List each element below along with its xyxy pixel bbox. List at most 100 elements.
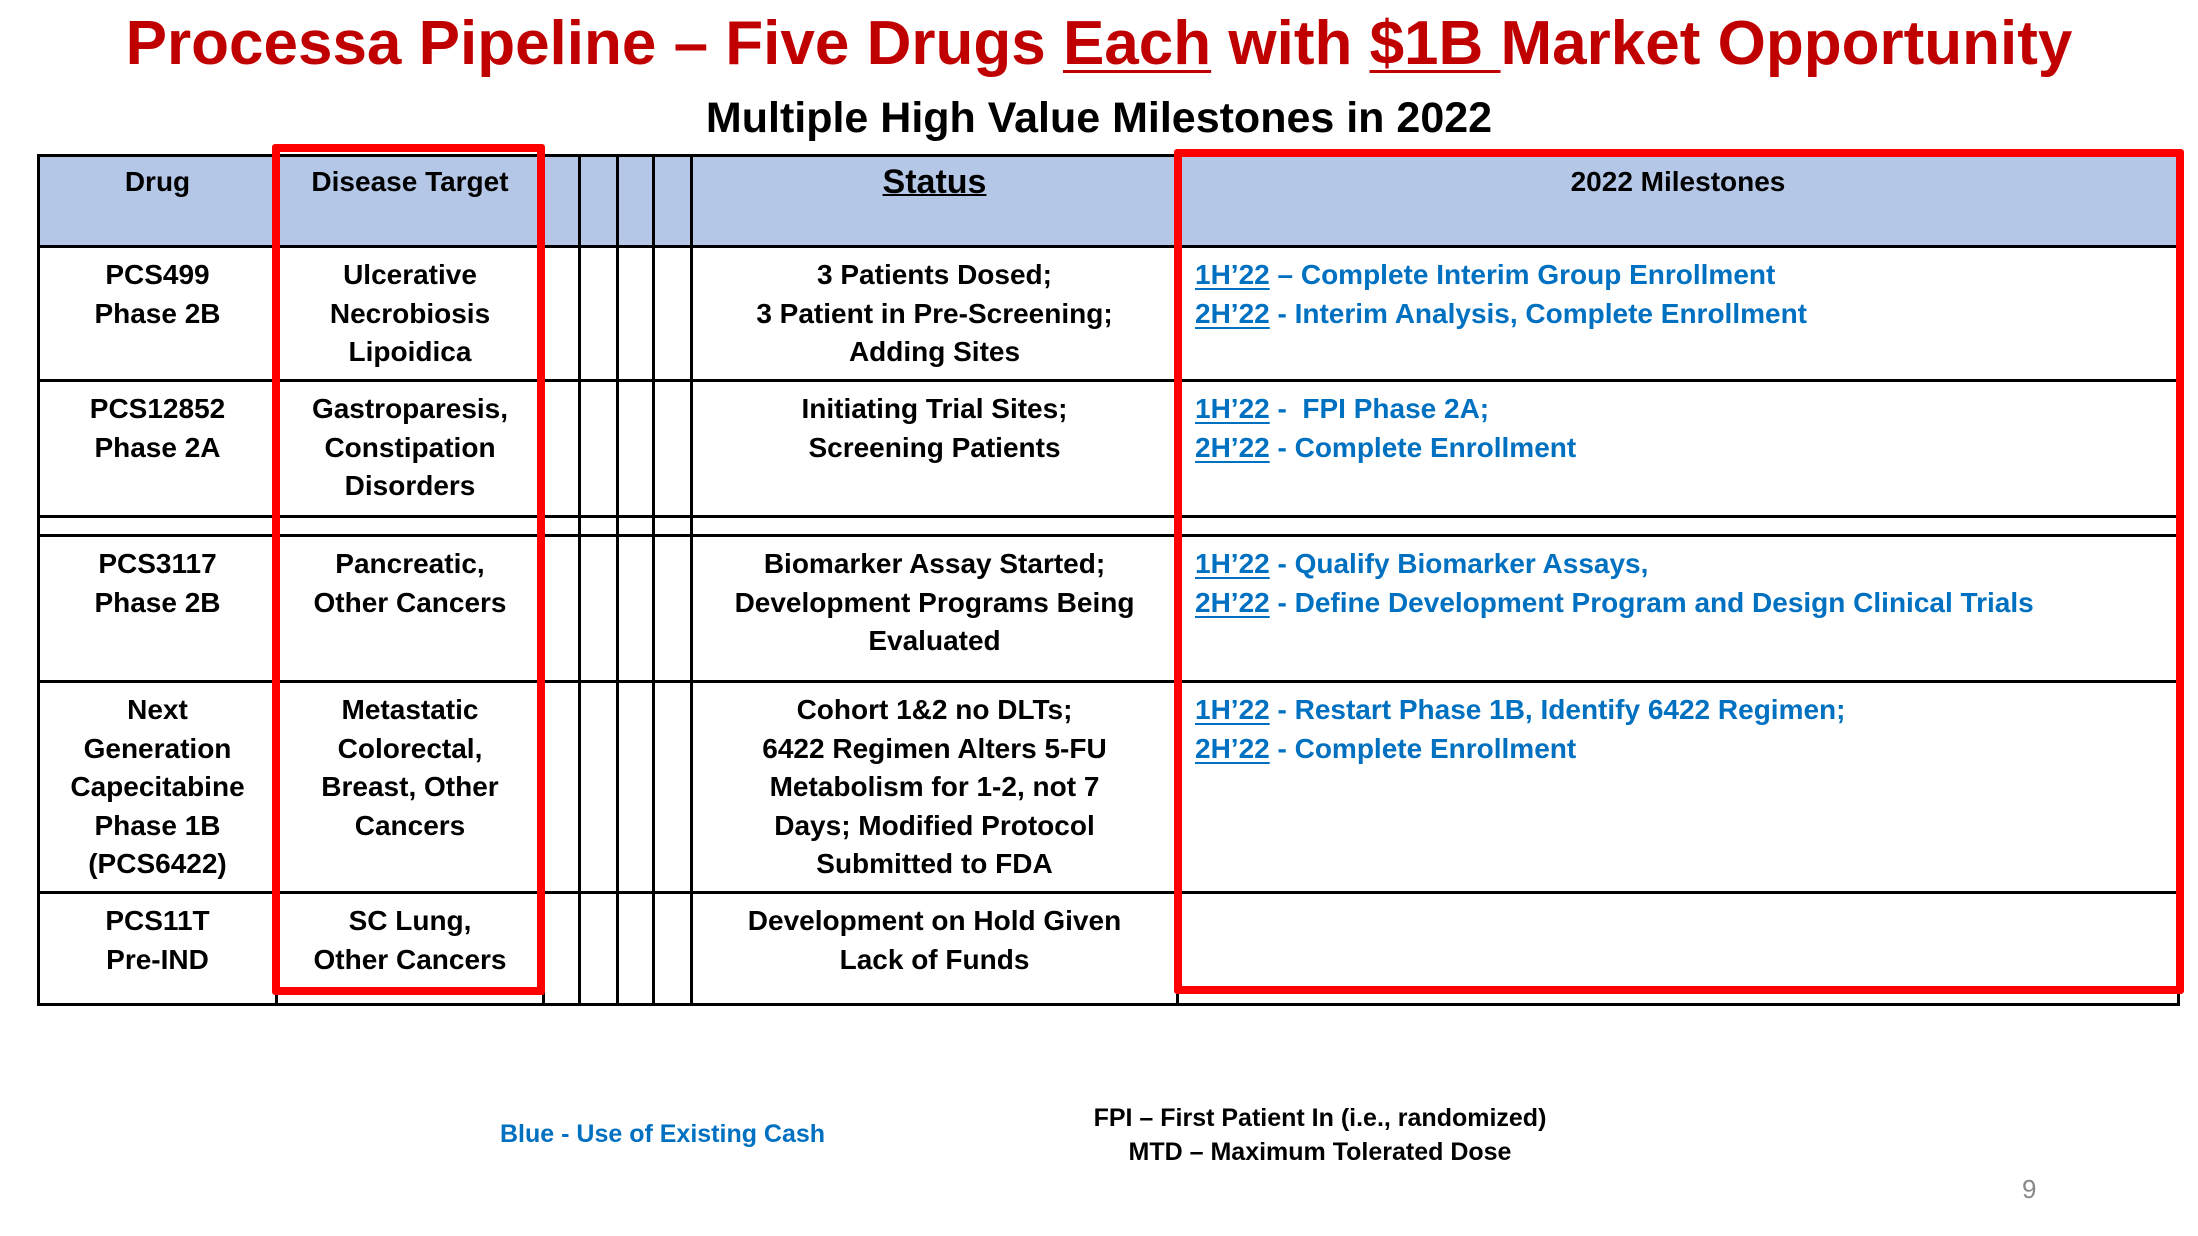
milestones-cell: 1H’22 – Complete Interim Group Enrollmen… (1176, 245, 2180, 382)
cell-line: Phase 2A (94, 431, 221, 463)
milestone-item: 1H’22 – Complete Interim Group Enrollmen… (1195, 256, 2173, 295)
cell-line: PCS3117 (98, 548, 217, 579)
empty-cell (652, 891, 693, 1006)
milestone-period: 2H’22 (1195, 586, 1270, 618)
drug-cell: PCS12852 Phase 2A (37, 379, 278, 518)
cell-line: Gastroparesis, (311, 393, 509, 424)
cell-line: PCS12852 (89, 393, 226, 424)
cell-line: Lipoidica (348, 336, 472, 367)
cell-line: Cancers (354, 809, 466, 841)
milestones-cell: 1H’22 - Restart Phase 1B, Identify 6422 … (1176, 680, 2180, 894)
disease-cell: Metastatic Colorectal, Breast, Other Cancer… (275, 680, 545, 894)
milestone-period: 2H’22 (1195, 732, 1270, 764)
empty-cell (616, 534, 655, 683)
cell-line: Development on Hold Given (747, 905, 1122, 936)
milestone-text: - Qualify Biomarker Assays, (1269, 548, 1649, 579)
footnote-fpi: FPI – First Patient In (i.e., randomized… (1093, 1104, 1547, 1132)
empty-cell (578, 245, 619, 382)
cell-line: Phase 2B (94, 297, 221, 329)
empty-cell (652, 680, 693, 894)
milestone-text: - Complete Enrollment (1269, 431, 1577, 463)
cell-line: Phase 2B (94, 586, 221, 618)
header-status: Status (690, 154, 1179, 248)
legend-blue: Blue - Use of Existing Cash (500, 1120, 826, 1148)
status-cell: Cohort 1&2 no DLTs; 6422 Regimen Alters 5… (690, 680, 1179, 894)
empty-cell (652, 245, 693, 382)
spacer-cell (37, 515, 278, 537)
disease-cell: Gastroparesis, Constipation Disorders (275, 379, 545, 518)
spacer-cell (616, 515, 655, 537)
cell-line: Evaluated (868, 625, 1001, 656)
header-status-text: Status (882, 163, 987, 201)
cell-line: PCS11T (105, 905, 210, 936)
footnote-mtd: MTD – Maximum Tolerated Dose (1128, 1138, 1512, 1166)
drug-cell: PCS3117 Phase 2B (37, 534, 278, 683)
empty-cell (578, 534, 619, 683)
spacer-cell (275, 515, 545, 537)
empty-cell (616, 680, 655, 894)
cell-line: Constipation (324, 431, 496, 463)
milestone-item: 2H’22 - Complete Enrollment (1195, 429, 2173, 468)
empty-cell (542, 534, 581, 683)
empty-cell (652, 534, 693, 683)
cell-line: SC Lung, (348, 905, 472, 936)
milestones-cell (1176, 891, 2180, 1006)
cell-line: 3 Patient in Pre-Screening; (756, 297, 1113, 329)
empty-cell (652, 379, 693, 518)
empty-cell (578, 680, 619, 894)
cell-line: Initiating Trial Sites; (801, 393, 1068, 424)
empty-cell (616, 245, 655, 382)
cell-line: Next (127, 694, 188, 725)
cell-line: Capecitabine (70, 771, 245, 802)
spacer-cell (542, 515, 581, 537)
cell-line: Colorectal, (337, 732, 483, 764)
spacer-cell (1176, 515, 2180, 537)
cell-line: Breast, Other (321, 771, 499, 802)
disease-cell: Pancreatic, Other Cancers (275, 534, 545, 683)
milestone-item: 2H’22 - Interim Analysis, Complete Enrol… (1195, 295, 2173, 334)
empty-cell (578, 891, 619, 1006)
header-drug: Drug (37, 154, 278, 248)
empty-cell (542, 891, 581, 1006)
cell-line: Cohort 1&2 no DLTs; (796, 694, 1073, 725)
status-cell: Development on Hold Given Lack of Funds (690, 891, 1179, 1006)
milestone-period: 2H’22 (1195, 431, 1270, 463)
table-row: PCS11T Pre-IND SC Lung, Other Cancers Develo… (37, 891, 2180, 1006)
empty-cell (542, 680, 581, 894)
drug-cell: PCS499 Phase 2B (37, 245, 278, 382)
title-emphasis-amount: $1B (1369, 9, 1501, 78)
cell-line: Development Programs Being (734, 586, 1135, 618)
milestone-period: 1H’22 (1195, 694, 1270, 725)
cell-line: Days; Modified Protocol (774, 809, 1095, 841)
cell-line: Metastatic (341, 694, 479, 725)
milestone-item: 2H’22 - Complete Enrollment (1195, 730, 2173, 769)
milestone-period: 1H’22 (1195, 393, 1270, 424)
header-milestones: 2022 Milestones (1176, 154, 2180, 248)
empty-cell (542, 245, 581, 382)
milestone-period: 2H’22 (1195, 297, 1270, 329)
milestone-text: - Define Development Program and Design … (1269, 586, 2034, 618)
milestone-item: 2H’22 - Define Development Program and D… (1195, 584, 2173, 623)
disease-cell: SC Lung, Other Cancers (275, 891, 545, 1006)
slide-title: Processa Pipeline – Five Drugs Each with… (0, 8, 2198, 79)
header-empty (542, 154, 581, 248)
empty-cell (542, 379, 581, 518)
spacer-cell (652, 515, 693, 537)
cell-line: Screening Patients (808, 431, 1061, 463)
milestone-item: 1H’22 - Restart Phase 1B, Identify 6422 … (1195, 691, 2173, 730)
milestone-item: 1H’22 - FPI Phase 2A; (1195, 390, 2173, 429)
drug-cell: Next Generation Capecitabine Phase 1B (PCS64… (37, 680, 278, 894)
spacer-cell (690, 515, 1179, 537)
cell-line: Necrobiosis (329, 297, 491, 329)
page-number: 9 (2022, 1174, 2037, 1204)
cell-line: Biomarker Assay Started; (763, 548, 1106, 579)
table-row: PCS12852 Phase 2A Gastroparesis, Constipati… (37, 379, 2180, 518)
cell-line: PCS499 (105, 259, 210, 290)
slide-subtitle: Multiple High Value Milestones in 2022 (705, 94, 1493, 142)
header-disease-target: Disease Target (275, 154, 545, 248)
milestone-item: 1H’22 - Qualify Biomarker Assays, (1195, 545, 2173, 584)
empty-cell (616, 379, 655, 518)
header-empty (616, 154, 655, 248)
spacer-row (37, 515, 2180, 537)
spacer-cell (578, 515, 619, 537)
